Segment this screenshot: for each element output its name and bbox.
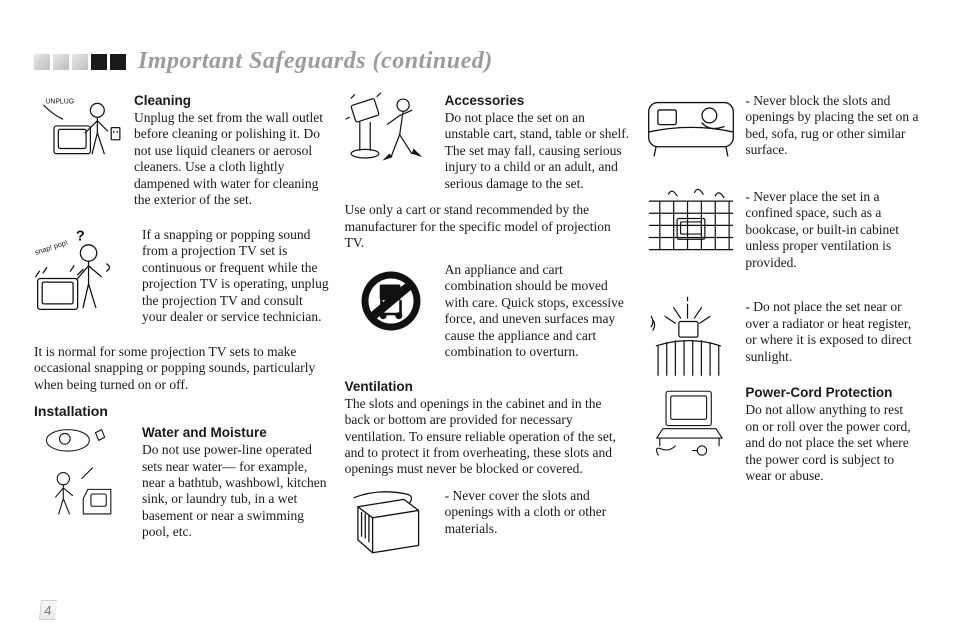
page-title: Important Safeguards (continued): [138, 48, 493, 75]
column-1: UNPLUG Cleaning Unplug the set from the …: [34, 93, 329, 574]
powercord-text: Do not allow anything to rest on or roll…: [745, 402, 920, 484]
unplug-tv-icon: UNPLUG: [34, 93, 126, 171]
radiator-block: - Do not place the set near or over a ra…: [645, 299, 920, 377]
cover-block: - Never cover the slots and openings wit…: [345, 488, 630, 566]
accessories-tail-text: Use only a cart or stand recommended by …: [345, 202, 630, 251]
snapping-text: If a snapping or popping sound from a pr…: [142, 227, 329, 326]
accessories-block: Accessories Do not place the set on an u…: [345, 93, 630, 194]
bookcase-block: - Never place the set in a confined spac…: [645, 189, 920, 281]
page-number: 4: [39, 600, 57, 620]
cart-text: An appliance and cart combination should…: [445, 262, 630, 361]
water-block: Water and Moisture Do not use power-line…: [34, 425, 329, 551]
ventilation-heading: Ventilation: [345, 379, 630, 394]
sofa-icon: [645, 93, 737, 171]
popping-sound-icon: ? snap! pop!: [34, 227, 134, 319]
covered-tv-icon: [345, 488, 437, 566]
water-hazard-icon: [34, 425, 134, 517]
powercord-heading: Power-Cord Protection: [745, 385, 920, 400]
svg-text:snap! pop!: snap! pop!: [34, 237, 69, 256]
cleaning-heading: Cleaning: [134, 93, 329, 108]
column-3: - Never block the slots and openings by …: [645, 93, 920, 574]
snapping-tail-text: It is normal for some projection TV sets…: [34, 344, 329, 393]
content-columns: UNPLUG Cleaning Unplug the set from the …: [34, 93, 920, 574]
bed-block: - Never block the slots and openings by …: [645, 93, 920, 171]
water-heading: Water and Moisture: [142, 425, 329, 440]
column-2: Accessories Do not place the set on an u…: [345, 93, 630, 574]
cleaning-block: UNPLUG Cleaning Unplug the set from the …: [34, 93, 329, 219]
cleaning-text: Unplug the set from the wall outlet befo…: [134, 110, 329, 209]
ventilation-text: The slots and openings in the cabinet an…: [345, 396, 630, 478]
unstable-cart-icon: [345, 93, 437, 171]
page-header: Important Safeguards (continued): [34, 48, 920, 75]
bookcase-text: - Never place the set in a confined spac…: [745, 189, 920, 271]
power-cord-icon: [645, 385, 737, 463]
bed-text: - Never block the slots and openings by …: [745, 93, 920, 159]
header-blocks-icon: [34, 54, 126, 70]
cover-text: - Never cover the slots and openings wit…: [445, 488, 630, 537]
accessories-text: Do not place the set on an unstable cart…: [445, 110, 630, 192]
water-text: Do not use power-line operated sets near…: [142, 442, 329, 541]
radiator-icon: [645, 299, 737, 377]
cart-warning-icon: [345, 262, 437, 340]
radiator-text: - Do not place the set near or over a ra…: [745, 299, 920, 365]
built-in-cabinet-icon: [645, 189, 737, 267]
powercord-block: Power-Cord Protection Do not allow anyth…: [645, 385, 920, 494]
accessories-heading: Accessories: [445, 93, 630, 108]
installation-heading: Installation: [34, 403, 329, 419]
snapping-block: ? snap! pop! If a snapping or popping so…: [34, 227, 329, 336]
svg-text:UNPLUG: UNPLUG: [45, 98, 74, 105]
svg-text:?: ?: [76, 228, 85, 244]
cart-block: An appliance and cart combination should…: [345, 262, 630, 371]
